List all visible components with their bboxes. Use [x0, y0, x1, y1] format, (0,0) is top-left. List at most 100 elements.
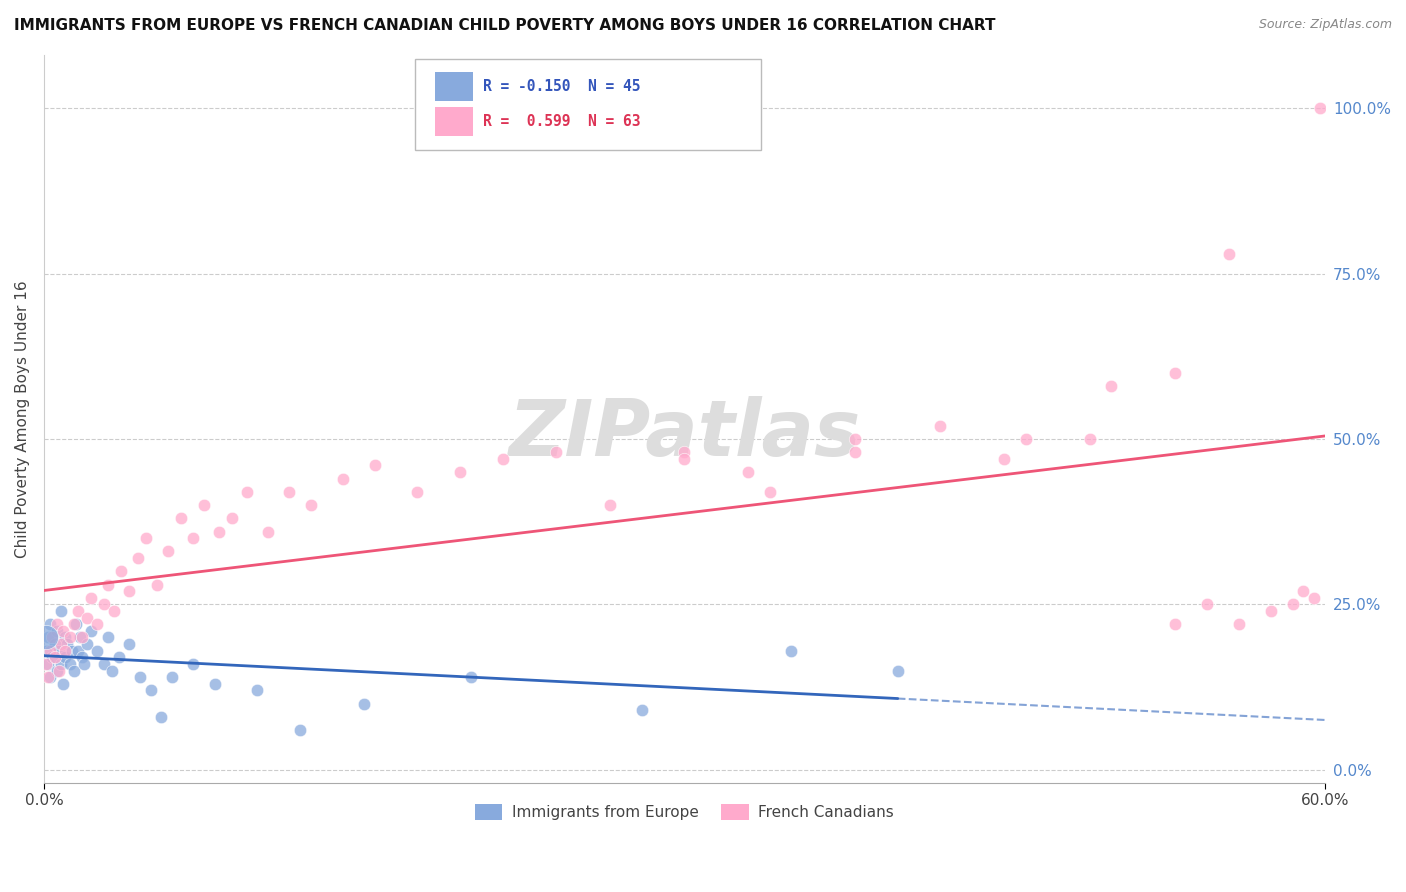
Point: [35, 643, 58, 657]
Point: [35, 657, 58, 671]
FancyBboxPatch shape: [434, 72, 472, 101]
Point: [135, 531, 157, 545]
Point: [44, 637, 66, 651]
Point: [53, 650, 76, 665]
Point: [353, 697, 375, 711]
Point: [193, 498, 215, 512]
Point: [49, 637, 72, 651]
Point: [1015, 432, 1038, 446]
Point: [60, 643, 83, 657]
Point: [86, 643, 108, 657]
Point: [44, 650, 66, 665]
Point: [1227, 617, 1250, 632]
Point: [48, 643, 70, 657]
Point: [118, 584, 141, 599]
Point: [65, 617, 87, 632]
Legend: Immigrants from Europe, French Canadians: Immigrants from Europe, French Canadians: [468, 798, 900, 826]
Point: [1309, 101, 1331, 115]
Point: [103, 604, 125, 618]
Point: [235, 484, 257, 499]
Point: [169, 511, 191, 525]
Point: [449, 465, 471, 479]
Point: [72, 650, 94, 665]
Point: [58, 657, 80, 671]
Point: [460, 670, 482, 684]
Point: [35, 631, 58, 645]
Point: [110, 564, 132, 578]
Point: [76, 610, 98, 624]
Point: [45, 624, 67, 638]
Point: [37, 657, 59, 671]
Point: [288, 723, 311, 737]
FancyBboxPatch shape: [415, 59, 761, 150]
Point: [673, 451, 696, 466]
Point: [101, 664, 124, 678]
Point: [53, 631, 76, 645]
Point: [49, 604, 72, 618]
Point: [76, 637, 98, 651]
Point: [139, 683, 162, 698]
Point: [93, 657, 115, 671]
Point: [844, 445, 866, 459]
Point: [93, 598, 115, 612]
Point: [37, 670, 59, 684]
Point: [181, 531, 204, 545]
Point: [257, 524, 280, 539]
Point: [1260, 604, 1282, 618]
Point: [48, 664, 70, 678]
Point: [844, 432, 866, 446]
Point: [204, 677, 226, 691]
Point: [299, 498, 322, 512]
Point: [62, 617, 84, 632]
Point: [160, 670, 183, 684]
Point: [39, 643, 62, 657]
Point: [181, 657, 204, 671]
Point: [39, 670, 62, 684]
Point: [364, 458, 387, 473]
Point: [208, 524, 231, 539]
Point: [1197, 598, 1219, 612]
Text: R = -0.150  N = 45: R = -0.150 N = 45: [484, 78, 641, 94]
Point: [1164, 366, 1187, 380]
Point: [72, 631, 94, 645]
Point: [86, 617, 108, 632]
Point: [156, 544, 179, 558]
Point: [993, 451, 1015, 466]
Point: [41, 631, 63, 645]
Point: [1292, 584, 1315, 599]
Point: [221, 511, 243, 525]
Point: [45, 617, 67, 632]
Point: [67, 643, 90, 657]
Text: IMMIGRANTS FROM EUROPE VS FRENCH CANADIAN CHILD POVERTY AMONG BOYS UNDER 16 CORR: IMMIGRANTS FROM EUROPE VS FRENCH CANADIA…: [14, 18, 995, 33]
Text: ZIPatlas: ZIPatlas: [508, 396, 860, 472]
Point: [80, 624, 103, 638]
Point: [45, 664, 67, 678]
Point: [1164, 617, 1187, 632]
Text: Source: ZipAtlas.com: Source: ZipAtlas.com: [1258, 18, 1392, 31]
Point: [39, 617, 62, 632]
Point: [673, 445, 696, 459]
Point: [69, 631, 91, 645]
Point: [1099, 379, 1122, 393]
Point: [278, 484, 301, 499]
Point: [599, 498, 621, 512]
Point: [737, 465, 759, 479]
Point: [97, 577, 120, 591]
Point: [406, 484, 429, 499]
Point: [1078, 432, 1101, 446]
Point: [1303, 591, 1326, 605]
Point: [107, 650, 129, 665]
Point: [67, 604, 90, 618]
Point: [52, 677, 75, 691]
Text: R =  0.599  N = 63: R = 0.599 N = 63: [484, 114, 641, 128]
Point: [1218, 246, 1240, 260]
Point: [53, 643, 76, 657]
Point: [80, 591, 103, 605]
Point: [887, 664, 910, 678]
Point: [630, 703, 652, 717]
Point: [97, 631, 120, 645]
Point: [37, 631, 59, 645]
Point: [127, 551, 149, 566]
Point: [49, 657, 72, 671]
Point: [62, 664, 84, 678]
